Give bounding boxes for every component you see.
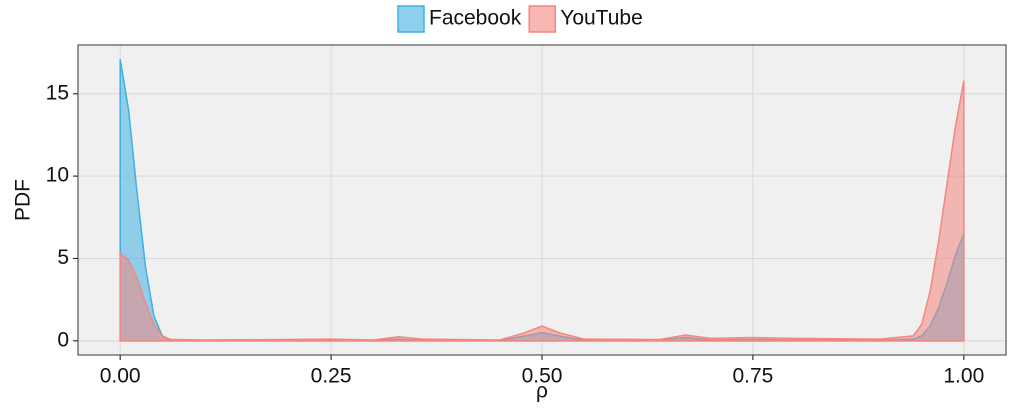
- density-area: [119, 80, 965, 342]
- y-tick-label: 0: [57, 328, 69, 351]
- y-tick-label: 10: [46, 164, 69, 187]
- x-tick-label: 0.50: [522, 365, 563, 388]
- x-tick-label: 0.25: [311, 365, 352, 388]
- legend-swatch: [528, 5, 556, 33]
- x-axis-label: ρ: [536, 380, 548, 403]
- x-tick-label: 0.00: [100, 365, 141, 388]
- y-tick-label: 15: [46, 81, 69, 104]
- y-axis-label: PDF: [12, 179, 35, 221]
- legend-label: Facebook: [429, 7, 522, 30]
- legend-swatch: [397, 5, 425, 33]
- y-tick-label: 5: [57, 246, 69, 269]
- x-tick-label: 1.00: [943, 365, 984, 388]
- x-tick-label: 0.75: [732, 365, 773, 388]
- legend-label: YouTube: [560, 7, 643, 30]
